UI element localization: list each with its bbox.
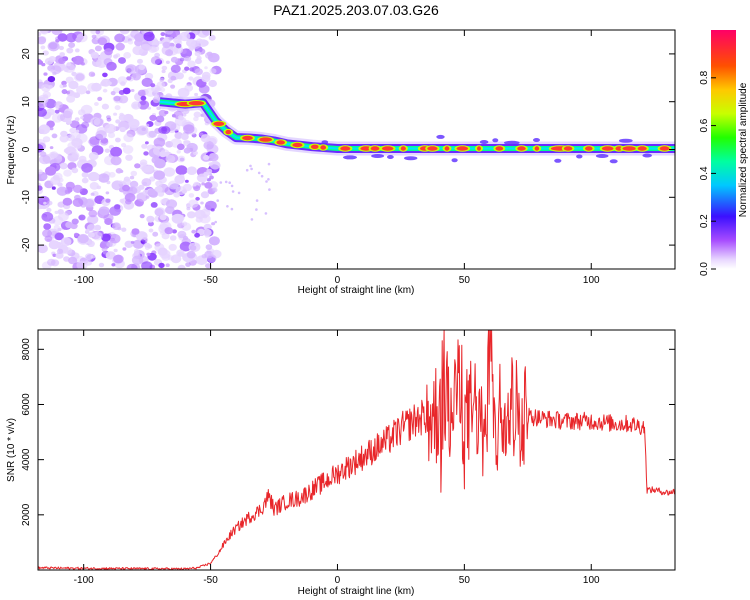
spectrogram-y-tick-label: 20: [21, 48, 32, 60]
snr-x-tick-label: 0: [335, 575, 341, 586]
colorbar-gradient: [711, 30, 736, 269]
colorbar-tick-label: 0.6: [699, 118, 710, 132]
spectrogram-y-tick-label: 0: [21, 146, 32, 152]
snr-panel: -100 -50 0 50 100 2000 4000 6000 8000 Height of…: [6, 329, 676, 597]
spectrogram-x-tick-label: -50: [203, 275, 218, 286]
colorbar-tick-label: 0.4: [699, 166, 710, 180]
snr-y-tick-label: 8000: [21, 338, 32, 361]
snr-x-axis-label: Height of straight line (km): [298, 586, 415, 597]
spectrogram-noise: [38, 30, 271, 269]
colorbar: 0.0 0.2 0.4 0.6 0.8 Normalized spectral ampl…: [699, 30, 749, 276]
spectrogram-y-tick-label: -10: [21, 190, 32, 205]
spectrogram-x-tick-label: 50: [459, 275, 471, 286]
figure-title: PAZ1.2025.203.07.03.G26: [273, 2, 439, 18]
snr-frame: [37, 329, 676, 571]
spectrogram-x-tick-label: -100: [74, 275, 94, 286]
snr-series-line: [38, 330, 675, 570]
spectrogram-x-axis-label: Height of straight line (km): [298, 285, 415, 296]
snr-y-axis-label: SNR (10 * v/v): [6, 418, 17, 482]
spectrogram-x-tick-label: 100: [583, 275, 600, 286]
snr-plot-area: [38, 330, 675, 570]
spectrogram-y-axis-label: Frequency (Hz): [6, 116, 17, 185]
snr-x-tick-label: -100: [74, 575, 94, 586]
colorbar-tick-label: 0.2: [699, 214, 710, 228]
snr-x-tick-label: 50: [459, 575, 471, 586]
spectrogram-x-tick-label: 0: [335, 275, 341, 286]
snr-x-tick-label: 100: [583, 575, 600, 586]
spectrogram-y-tick-label: -20: [21, 237, 32, 252]
snr-y-tick-label: 6000: [21, 393, 32, 416]
snr-y-tick-label: 4000: [21, 448, 32, 471]
colorbar-tick-label: 0.0: [699, 262, 710, 276]
spectrogram-y-tick-label: 10: [21, 96, 32, 108]
snr-x-tick-label: -50: [203, 575, 218, 586]
colorbar-label: Normalized spectral amplitude: [738, 82, 749, 217]
colorbar-tick-label: 0.8: [699, 70, 710, 84]
spectrogram-ridge: [159, 94, 675, 164]
snr-y-tick-label: 2000: [21, 503, 32, 526]
